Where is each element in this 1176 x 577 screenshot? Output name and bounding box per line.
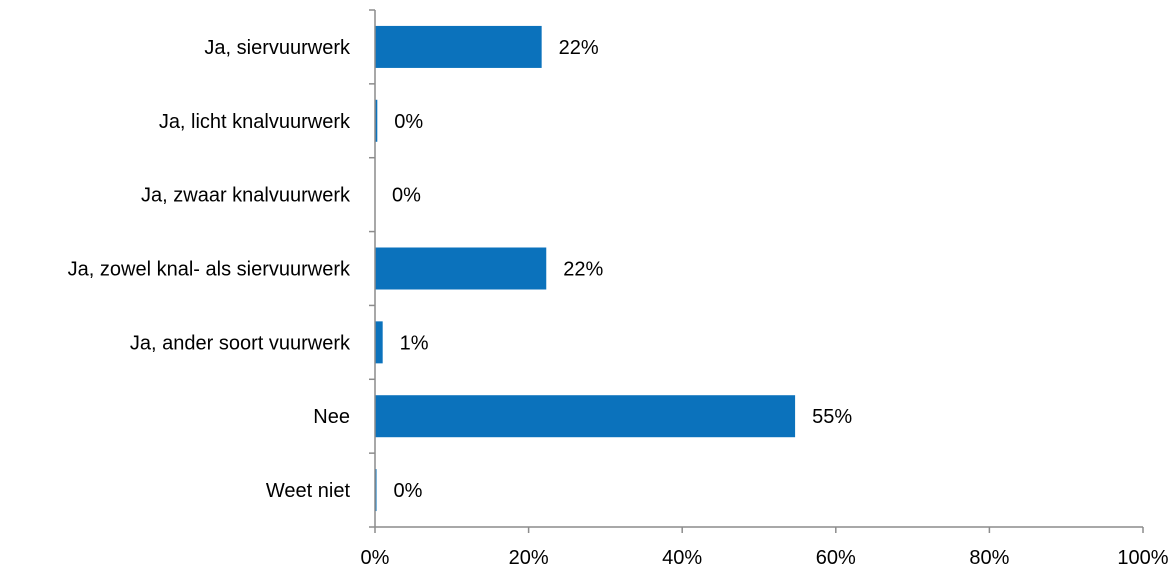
data-label-4: 22% (563, 259, 603, 281)
labels-layer: Ja, siervuurwerk 22% Ja, licht knalvuurwer… (68, 37, 1169, 569)
x-tick-label-1: 20% (509, 547, 549, 569)
bars-layer (375, 25, 796, 512)
x-tick-label-4: 80% (969, 547, 1009, 569)
bar-7 (375, 469, 377, 512)
x-tick-label-3: 60% (816, 547, 856, 569)
bar-5 (375, 321, 383, 364)
category-label-5: Ja, ander soort vuurwerk (130, 332, 351, 354)
data-label-2: 0% (394, 111, 423, 133)
category-label-1: Ja, siervuurwerk (204, 37, 351, 59)
category-label-4: Ja, zowel knal- als siervuurwerk (68, 259, 351, 281)
bar-1 (375, 25, 542, 68)
axes-layer (369, 9, 1144, 533)
category-label-6: Nee (313, 406, 350, 428)
category-label-3: Ja, zwaar knalvuurwerk (141, 185, 351, 207)
category-label-2: Ja, licht knalvuurwerk (159, 111, 351, 133)
data-label-1: 22% (559, 37, 599, 59)
x-tick-label-0: 0% (361, 547, 390, 569)
data-label-5: 1% (400, 332, 429, 354)
data-label-6: 55% (812, 406, 852, 428)
data-label-7: 0% (394, 480, 423, 502)
data-label-3: 0% (392, 185, 421, 207)
category-label-7: Weet niet (266, 480, 351, 502)
x-tick-label-2: 40% (662, 547, 702, 569)
bar-4 (375, 247, 547, 290)
x-tick-label-5: 100% (1117, 547, 1168, 569)
bar-2 (375, 99, 378, 142)
bar-6 (375, 395, 796, 438)
